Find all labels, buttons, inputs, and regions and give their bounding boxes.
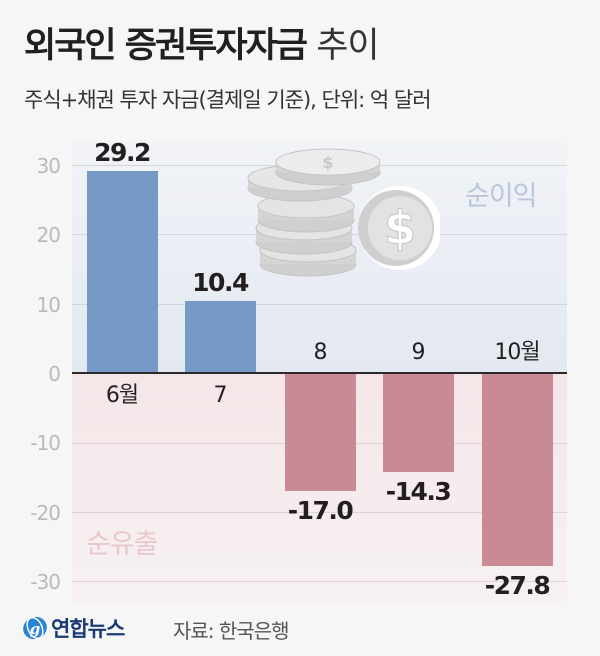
category-label-aug: 8	[313, 340, 328, 365]
y-tick: 10	[36, 293, 61, 317]
bar-jun	[87, 171, 158, 373]
logo-text: 연합뉴스	[51, 617, 125, 641]
svg-text:$: $	[322, 153, 333, 172]
gridline-10	[72, 304, 567, 305]
yonhap-globe-icon: g	[23, 616, 47, 640]
category-label-sep: 9	[411, 340, 426, 365]
value-label-jul: 10.4	[192, 268, 249, 297]
net-outflow-label: 순유출	[86, 529, 159, 560]
svg-text:g: g	[30, 620, 41, 638]
y-tick: -10	[30, 431, 61, 455]
value-label-jun: 29.2	[94, 138, 151, 167]
title-bold: 외국인 증권투자자금	[24, 26, 308, 66]
svg-text:$: $	[384, 201, 416, 255]
y-tick: -30	[30, 570, 61, 594]
y-tick: 30	[36, 154, 61, 178]
net-inflow-label: 순이익	[465, 181, 538, 212]
category-label-oct: 10월	[494, 340, 540, 365]
y-tick: 20	[36, 223, 61, 247]
bar-aug	[285, 374, 356, 491]
bar-jul	[185, 301, 256, 373]
y-tick: -20	[30, 501, 61, 525]
bar-sep	[383, 374, 454, 472]
source-label: 자료: 한국은행	[173, 619, 289, 643]
y-tick: 0	[48, 362, 61, 386]
gridline-minus-20	[72, 512, 567, 513]
chart-subtitle: 주식+채권 투자 자금(결제일 기준), 단위: 억 달러	[24, 88, 432, 112]
chart-title: 외국인 증권투자자금 추이	[24, 24, 380, 68]
category-label-jul: 7	[213, 383, 228, 408]
gridline-minus-30	[72, 581, 567, 582]
value-label-oct: -27.8	[484, 571, 551, 600]
yonhap-logo: g 연합뉴스	[22, 613, 125, 643]
zero-axis-line	[72, 372, 567, 374]
title-light: 추이	[316, 26, 379, 66]
value-label-sep: -14.3	[385, 477, 452, 506]
value-label-aug: -17.0	[287, 496, 354, 525]
bar-oct	[482, 374, 553, 566]
coins-icon: $ $	[247, 148, 440, 277]
category-label-jun: 6월	[105, 383, 139, 408]
